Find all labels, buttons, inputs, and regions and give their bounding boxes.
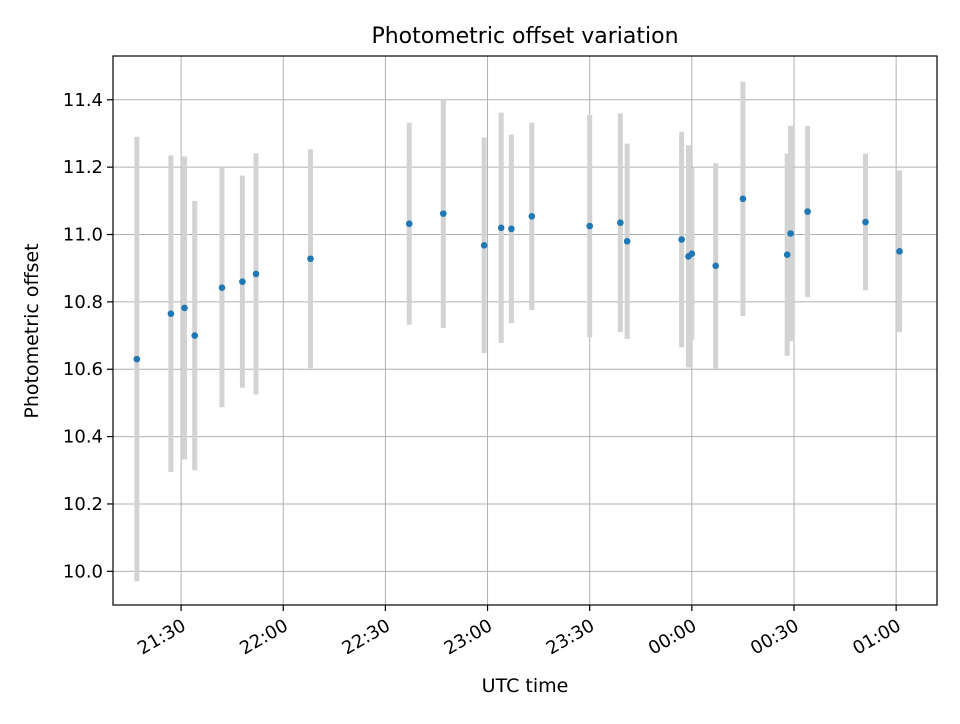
y-tick-label: 10.0 <box>63 561 103 582</box>
x-tick-label: 00:00 <box>645 615 700 659</box>
data-point <box>528 213 536 220</box>
x-tick-label: 22:00 <box>236 615 291 659</box>
y-tick-label: 10.6 <box>63 359 103 380</box>
data-point <box>239 278 246 285</box>
y-tick-label: 10.2 <box>63 494 103 515</box>
y-tick-label: 11.0 <box>63 225 103 246</box>
data-point <box>783 251 791 259</box>
data-point <box>862 218 869 226</box>
x-tick-label: 23:30 <box>543 615 598 659</box>
plot-frame <box>112 55 938 606</box>
data-point <box>480 241 488 249</box>
data-point <box>787 230 794 237</box>
y-axis-label: Photometric offset <box>21 243 43 418</box>
x-tick-label: 00:30 <box>747 615 802 659</box>
data-point <box>508 225 515 233</box>
data-point <box>586 222 593 230</box>
data-point <box>307 255 314 263</box>
x-axis-label: UTC time <box>482 675 569 697</box>
data-point <box>497 224 505 232</box>
data-point <box>133 355 141 363</box>
data-point <box>678 236 685 243</box>
y-tick-label: 10.4 <box>63 427 103 448</box>
grid-lines <box>113 56 937 605</box>
y-tick-label: 10.8 <box>63 292 103 313</box>
data-point <box>181 304 188 312</box>
data-point <box>739 195 747 203</box>
data-point <box>167 310 175 317</box>
data-point <box>688 250 696 258</box>
data-point <box>804 208 811 215</box>
chart-title: Photometric offset variation <box>371 24 678 49</box>
x-tick-label: 23:00 <box>441 615 496 659</box>
data-points <box>133 195 903 363</box>
data-point <box>439 210 447 217</box>
x-tick-label: 22:30 <box>338 615 393 659</box>
data-point <box>623 237 631 245</box>
data-point <box>896 248 903 255</box>
y-tick-label: 11.4 <box>63 90 103 111</box>
error-bars <box>134 81 903 582</box>
data-point <box>712 262 719 270</box>
data-point <box>252 270 260 278</box>
y-tick-label: 11.2 <box>63 157 103 178</box>
data-point <box>405 220 413 228</box>
data-point <box>191 332 199 339</box>
x-tick-label: 21:30 <box>134 615 189 659</box>
data-point <box>617 219 624 227</box>
data-point <box>218 284 226 292</box>
x-tick-label: 01:00 <box>849 615 904 659</box>
